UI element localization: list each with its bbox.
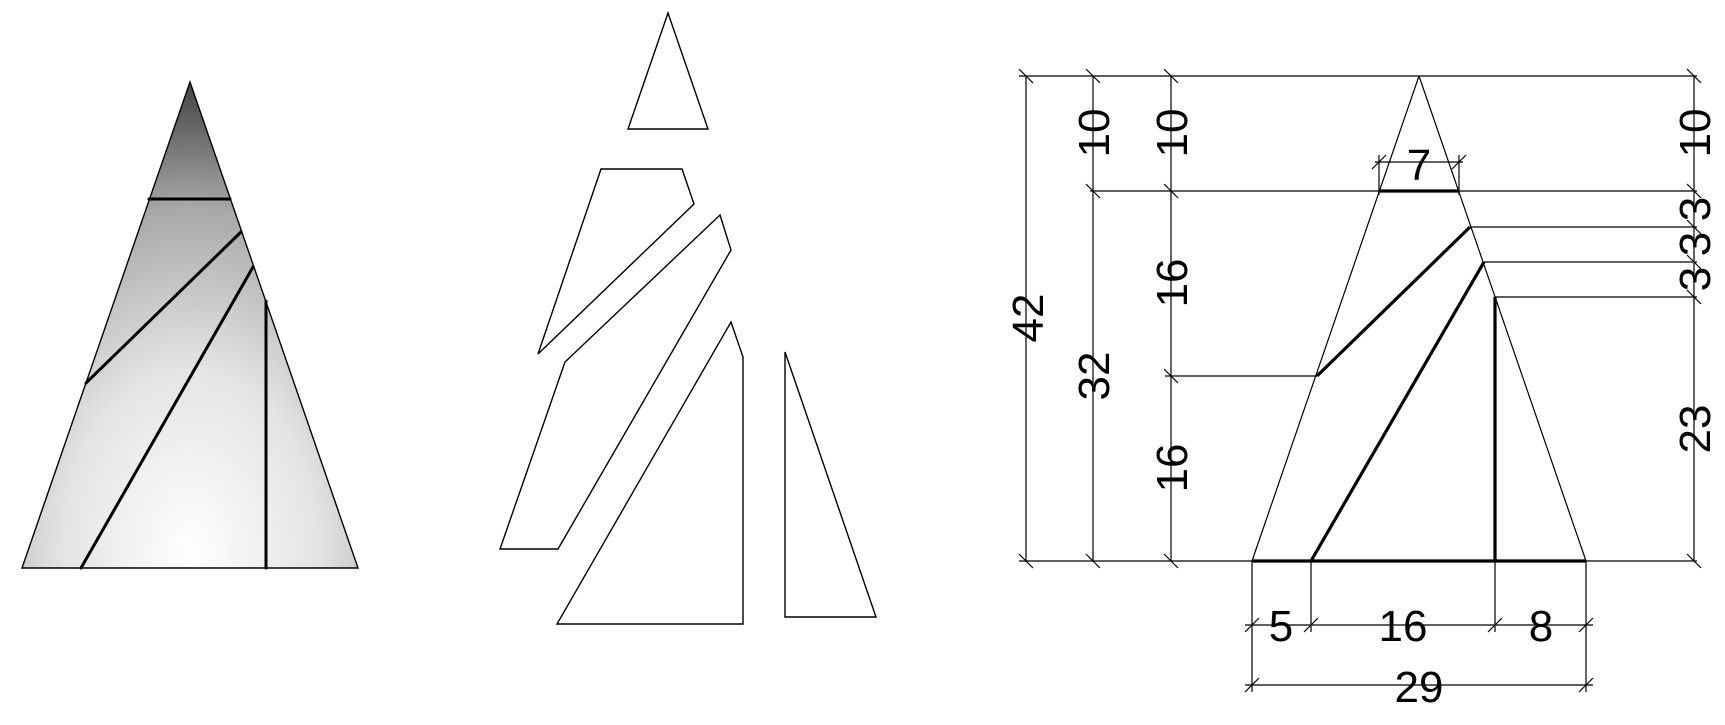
piece-lower-band xyxy=(555,320,744,625)
shaded-triangle-figure xyxy=(21,79,359,570)
label-base-seg-1: 5 xyxy=(1269,602,1293,651)
cut-line-lower-diagonal xyxy=(79,265,255,570)
label-top-height-mid: 10 xyxy=(1148,109,1197,158)
dimensioned-drawing: 42 10 32 10 16 16 10 3 3 3 23 7 5 16 8 2… xyxy=(1004,68,1720,712)
exploded-pieces-figure xyxy=(499,10,877,625)
outline-left-edge xyxy=(1251,75,1420,562)
label-base-seg-2: 16 xyxy=(1379,602,1428,651)
shaded-triangle xyxy=(21,79,359,569)
label-body-lower: 16 xyxy=(1148,444,1197,493)
label-right-gap-2: 3 xyxy=(1671,232,1720,256)
vertical-ticks xyxy=(1018,68,1702,569)
label-top-width: 7 xyxy=(1407,141,1431,190)
piece-tip xyxy=(627,10,709,130)
base-ticks xyxy=(1244,617,1594,693)
label-base-seg-3: 8 xyxy=(1529,602,1553,651)
label-body-upper: 16 xyxy=(1148,259,1197,308)
label-top-height-right: 10 xyxy=(1671,109,1720,158)
label-body-height: 32 xyxy=(1070,352,1119,401)
piece-right-sliver xyxy=(784,351,877,618)
label-top-height-left: 10 xyxy=(1070,109,1119,158)
label-base-total: 29 xyxy=(1395,663,1444,712)
cut-line-upper-diagonal xyxy=(84,230,243,385)
piece-middle-band xyxy=(499,213,732,550)
piece-upper-band xyxy=(537,168,695,355)
cut-diagonal-upper xyxy=(1315,225,1472,378)
outline-right-edge xyxy=(1418,75,1587,562)
label-right-lower: 23 xyxy=(1671,405,1720,454)
label-right-gap-1: 3 xyxy=(1671,197,1720,221)
label-right-gap-3: 3 xyxy=(1671,267,1720,291)
cut-diagonal-lower xyxy=(1309,261,1486,562)
label-total-height: 42 xyxy=(1004,294,1053,343)
